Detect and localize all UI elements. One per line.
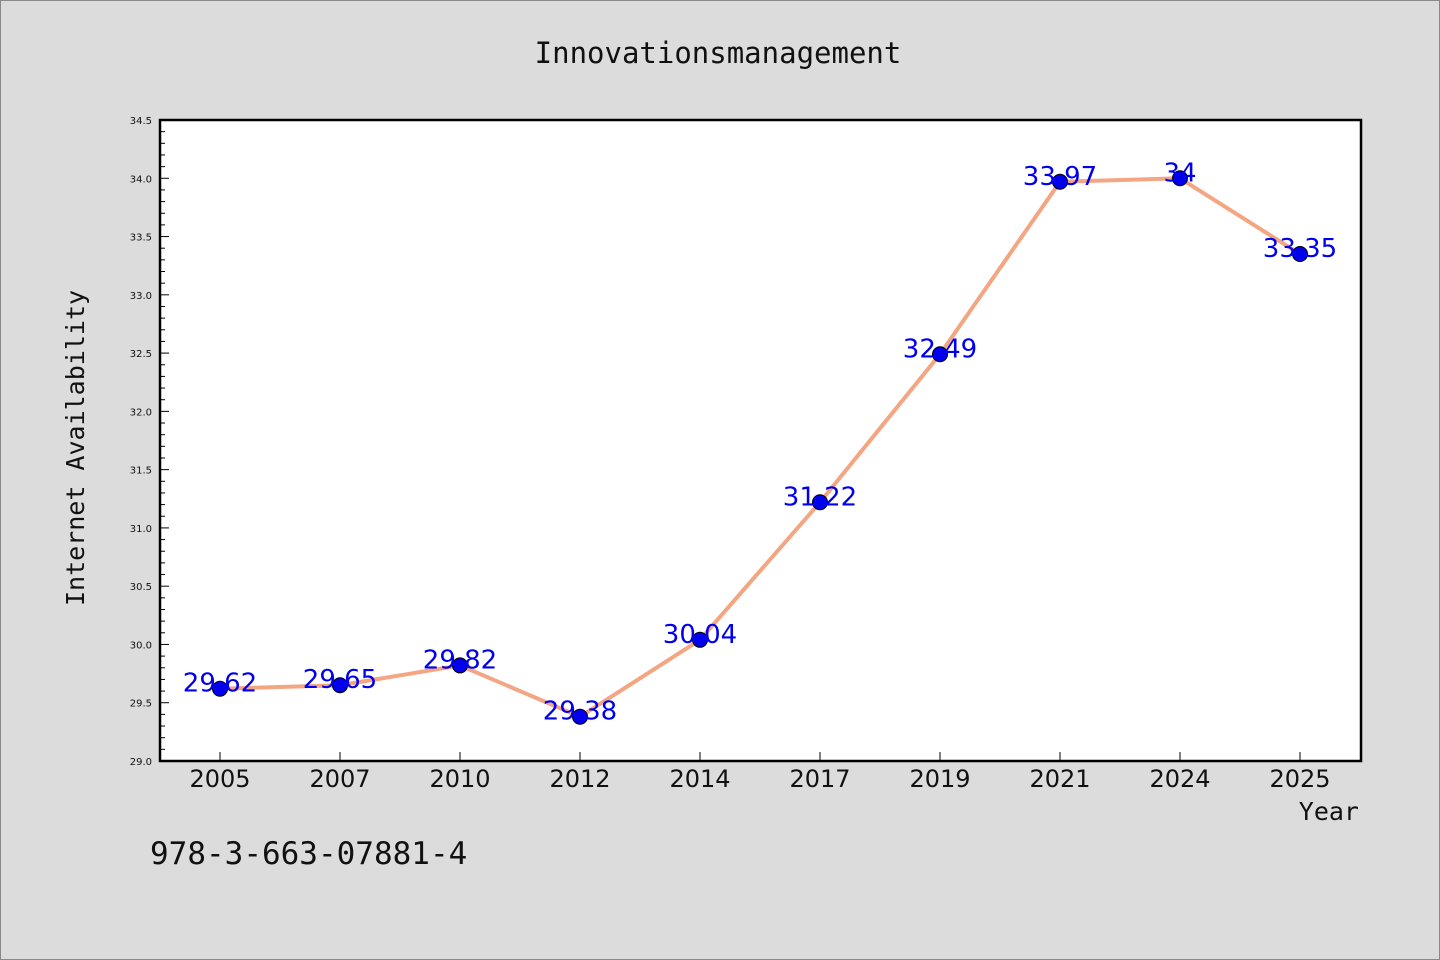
y-tick-label: 29.0 bbox=[130, 757, 152, 768]
data-point bbox=[932, 346, 948, 363]
series-line bbox=[219, 176, 1302, 719]
data-point bbox=[452, 657, 468, 674]
x-tick-label: 2024 bbox=[1149, 765, 1210, 793]
y-tick-label: 30.0 bbox=[130, 640, 152, 651]
y-tick-label: 32.0 bbox=[130, 407, 152, 418]
data-point bbox=[1052, 173, 1068, 190]
y-axis-label: Internet Availability bbox=[61, 290, 90, 606]
y-tick-label: 31.0 bbox=[130, 524, 152, 535]
x-tick-label: 2012 bbox=[549, 765, 610, 793]
y-tick-label: 32.5 bbox=[130, 349, 152, 360]
x-axis: 2005 2007 2010 2012 2014 2017 2019 2021 2024 2025 bbox=[189, 752, 1331, 793]
data-point bbox=[212, 680, 228, 697]
y-tick-label: 33.5 bbox=[130, 233, 152, 244]
x-tick-label: 2005 bbox=[189, 765, 250, 793]
x-tick-label: 2019 bbox=[909, 765, 970, 793]
data-label: 32.49 bbox=[903, 334, 977, 364]
y-tick-label: 29.5 bbox=[130, 699, 152, 710]
data-label: 33.35 bbox=[1263, 234, 1337, 264]
chart-title: Innovationsmanagement bbox=[535, 36, 902, 70]
y-axis: 29.0 29.5 30.0 30.5 31.0 31.5 32.0 32.5 33.0 33.5… bbox=[130, 116, 169, 768]
data-label: 33.97 bbox=[1023, 162, 1097, 192]
x-tick-label: 2021 bbox=[1029, 765, 1090, 793]
data-point bbox=[1292, 246, 1308, 263]
x-tick-label: 2010 bbox=[429, 765, 490, 793]
data-label: 31.22 bbox=[783, 482, 857, 512]
plot-area bbox=[158, 118, 1363, 763]
data-label: 30.04 bbox=[663, 620, 737, 650]
y-tick-label: 34.5 bbox=[130, 116, 152, 127]
data-point bbox=[812, 494, 828, 511]
data-point bbox=[572, 708, 588, 725]
x-tick-label: 2017 bbox=[789, 765, 850, 793]
data-point bbox=[332, 677, 348, 694]
data-label: 34 bbox=[1163, 158, 1196, 188]
series-line-group: 29.62 29.65 29.82 29.38 30.04 31.22 32.49 33.97… bbox=[183, 158, 1337, 726]
y-tick-label: 33.0 bbox=[130, 291, 152, 302]
x-tick-label: 2025 bbox=[1269, 765, 1330, 793]
x-tick-label: 2007 bbox=[309, 765, 370, 793]
y-tick-label: 30.5 bbox=[130, 582, 152, 593]
data-label: 29.82 bbox=[423, 645, 497, 675]
x-tick-label: 2014 bbox=[669, 765, 730, 793]
x-axis-label: Year bbox=[1299, 797, 1359, 826]
data-label: 29.65 bbox=[303, 665, 377, 695]
y-tick-label: 34.0 bbox=[130, 174, 152, 185]
data-label: 29.62 bbox=[183, 669, 257, 699]
data-point bbox=[1172, 170, 1188, 187]
isbn-annotation: 978-3-663-07881-4 bbox=[150, 836, 467, 872]
y-tick-label: 31.5 bbox=[130, 466, 152, 477]
data-point bbox=[692, 631, 708, 648]
data-label: 29.38 bbox=[543, 697, 617, 727]
